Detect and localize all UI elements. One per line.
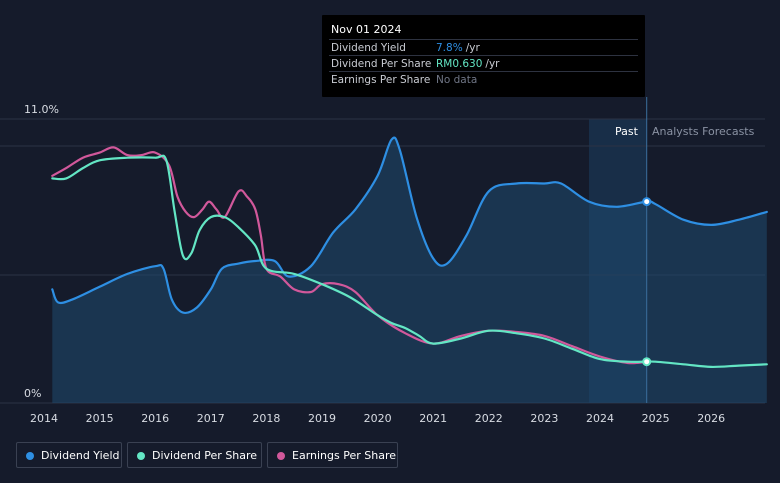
- dividend-per-share-line: [51, 154, 768, 369]
- legend-dot-icon: [137, 452, 145, 460]
- tooltip-row-earnings-per-share: Earnings Per Share No data: [329, 71, 638, 88]
- legend-label: Dividend Per Share: [152, 449, 258, 462]
- tooltip-value: No data: [436, 74, 480, 86]
- x-tick-label: 2020: [364, 412, 392, 425]
- dividend-yield-line: [51, 136, 768, 315]
- x-tick-label: 2024: [586, 412, 614, 425]
- tooltip-value: 7.8%/yr: [436, 42, 480, 54]
- legend-dot-icon: [26, 452, 34, 460]
- legend-item-dividend-yield[interactable]: Dividend Yield: [16, 442, 122, 468]
- tooltip-label: Dividend Yield: [331, 42, 406, 54]
- x-tick-label: 2021: [419, 412, 447, 425]
- tooltip-unit: /yr: [465, 42, 480, 54]
- tooltip-unit: /yr: [485, 58, 500, 70]
- x-tick-label: 2025: [642, 412, 670, 425]
- tooltip-value-text: RM0.630: [436, 58, 483, 70]
- x-tick-label: 2014: [30, 412, 58, 425]
- x-tick-label: 2015: [86, 412, 114, 425]
- x-tick-label: 2026: [697, 412, 725, 425]
- dividend-yield-marker: [642, 197, 652, 207]
- legend-item-dividend-per-share[interactable]: Dividend Per Share: [127, 442, 262, 468]
- x-tick-label: 2019: [308, 412, 336, 425]
- tooltip-value-text: 7.8%: [436, 42, 463, 54]
- x-tick-label: 2022: [475, 412, 503, 425]
- legend-label: Earnings Per Share: [292, 449, 397, 462]
- dividend-per-share-marker: [642, 357, 652, 367]
- x-tick-label: 2018: [252, 412, 280, 425]
- y-axis-max-label: 11.0%: [24, 103, 59, 116]
- past-region-label: Past: [615, 125, 639, 138]
- x-tick-label: 2017: [197, 412, 225, 425]
- tooltip-label: Earnings Per Share: [331, 74, 431, 86]
- tooltip-row-dividend-yield: Dividend Yield 7.8%/yr: [329, 39, 638, 56]
- tooltip-label: Dividend Per Share: [331, 58, 432, 70]
- forecast-region-label: Analysts Forecasts: [652, 125, 755, 138]
- series-layer: [51, 136, 768, 369]
- legend-dot-icon: [277, 452, 285, 460]
- y-axis-min-label: 0%: [24, 387, 41, 400]
- x-tick-label: 2016: [141, 412, 169, 425]
- tooltip-value-text: No data: [436, 74, 478, 86]
- tooltip-row-dividend-per-share: Dividend Per Share RM0.630/yr: [329, 55, 638, 72]
- hover-markers: [642, 197, 652, 367]
- x-axis-ticks: 2014 2015 2016 2017 2018 2019 2020 2021 2022 2023…: [30, 412, 725, 425]
- x-tick-label: 2023: [530, 412, 558, 425]
- tooltip-date: Nov 01 2024: [331, 23, 402, 36]
- legend-label: Dividend Yield: [41, 449, 120, 462]
- legend-item-earnings-per-share[interactable]: Earnings Per Share: [267, 442, 398, 468]
- dividend-yield-area: [52, 137, 767, 403]
- tooltip-value: RM0.630/yr: [436, 58, 500, 70]
- tooltip: Nov 01 2024 Dividend Yield 7.8%/yr Divid…: [322, 15, 645, 97]
